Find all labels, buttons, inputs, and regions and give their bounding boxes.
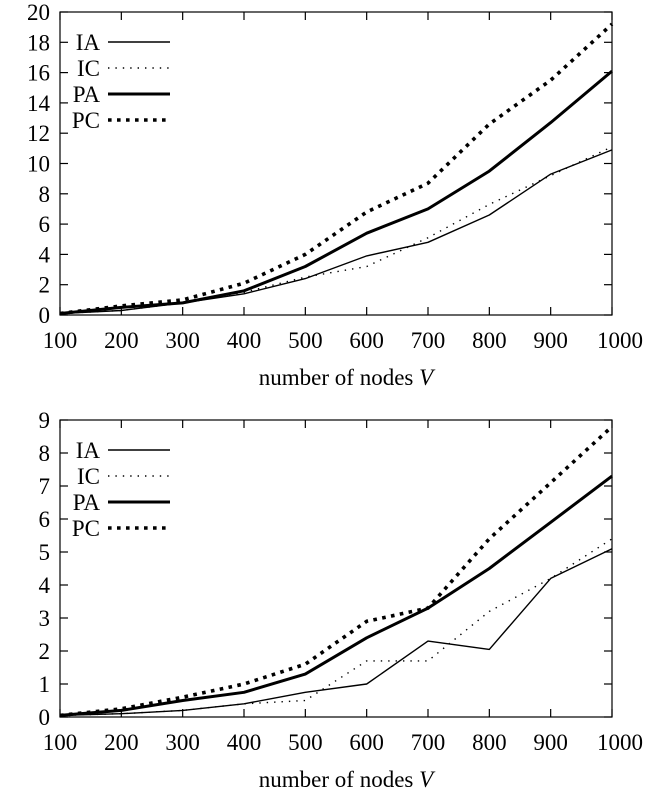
x-tick-label: 800 [472, 730, 507, 755]
x-tick-label: 900 [533, 328, 568, 353]
series-line-ia [59, 149, 613, 315]
x-tick-label: 300 [165, 328, 200, 353]
y-tick-label: 0 [39, 705, 51, 730]
series-line-ic [59, 538, 613, 717]
series-line-ia [59, 548, 613, 717]
y-tick-label: 2 [39, 273, 51, 298]
x-tick-label: 600 [349, 328, 384, 353]
x-tick-label: 500 [288, 328, 323, 353]
series-line-pc [59, 22, 614, 316]
y-tick-label: 7 [39, 474, 51, 499]
legend-label-pa: PA [73, 490, 101, 515]
x-tick-label: 400 [227, 730, 262, 755]
y-tick-label: 6 [39, 212, 51, 237]
x-tick-label: 100 [43, 730, 78, 755]
legend-label-pc: PC [72, 108, 100, 133]
x-tick-label: 100 [43, 328, 78, 353]
x-axis-title: number of nodes V [259, 365, 436, 390]
y-tick-label: 8 [39, 441, 51, 466]
chart-bottom: 100 200 300 400 500 600 700 800 900 1000 0 1 2 3 4 5 6 7 8… [39, 408, 644, 792]
y-tick-label: 3 [39, 606, 51, 631]
y-tick-label: 10 [27, 152, 50, 177]
plot-frame [59, 11, 613, 316]
y-tick-label: 16 [27, 61, 50, 86]
y-tick-label: 20 [27, 0, 50, 25]
x-tick-label: 800 [472, 328, 507, 353]
y-tick-label: 14 [27, 91, 51, 116]
legend-label-ia: IA [76, 30, 101, 55]
y-tick-label: 12 [27, 121, 50, 146]
y-tick-label: 0 [39, 303, 51, 328]
y-tick-label: 4 [39, 242, 51, 267]
y-tick-label: 4 [39, 573, 51, 598]
x-axis-title-variable: V [419, 365, 436, 390]
x-tick-label: 700 [411, 328, 446, 353]
legend-label-ic: IC [77, 56, 100, 81]
series-line-ic [59, 146, 613, 315]
x-tick-label: 900 [533, 730, 568, 755]
y-tick-label: 1 [39, 672, 51, 697]
x-tick-label: 500 [288, 730, 323, 755]
x-tick-label: 1000 [597, 730, 643, 755]
series-line-pc [59, 425, 614, 718]
series-line-pa [59, 474, 613, 717]
legend-label-pa: PA [73, 82, 101, 107]
x-axis-title-variable: V [419, 767, 436, 792]
x-tick-label: 700 [411, 730, 446, 755]
x-tick-label: 400 [227, 328, 262, 353]
x-tick-label: 1000 [597, 328, 643, 353]
x-tick-label: 200 [104, 328, 139, 353]
chart-top: 100 200 300 400 500 600 700 800 900 1000 0 2 4 6 8 10 12… [27, 0, 643, 390]
x-tick-label: 300 [165, 730, 200, 755]
y-tick-label: 9 [39, 408, 51, 433]
legend-label-ia: IA [76, 438, 101, 463]
y-tick-label: 5 [39, 540, 51, 565]
y-tick-label: 6 [39, 507, 51, 532]
x-axis-title-text: number of nodes [259, 365, 414, 390]
plot-frame [59, 419, 613, 718]
y-tick-label: 8 [39, 182, 51, 207]
x-axis-title: number of nodes V [259, 767, 436, 792]
legend-label-pc: PC [72, 516, 100, 541]
legend-label-ic: IC [77, 464, 100, 489]
y-tick-label: 2 [39, 639, 51, 664]
x-tick-label: 600 [349, 730, 384, 755]
x-tick-label: 200 [104, 730, 139, 755]
x-axis-title-text: number of nodes [259, 767, 414, 792]
y-tick-label: 18 [27, 30, 50, 55]
series-line-pa [59, 69, 613, 315]
